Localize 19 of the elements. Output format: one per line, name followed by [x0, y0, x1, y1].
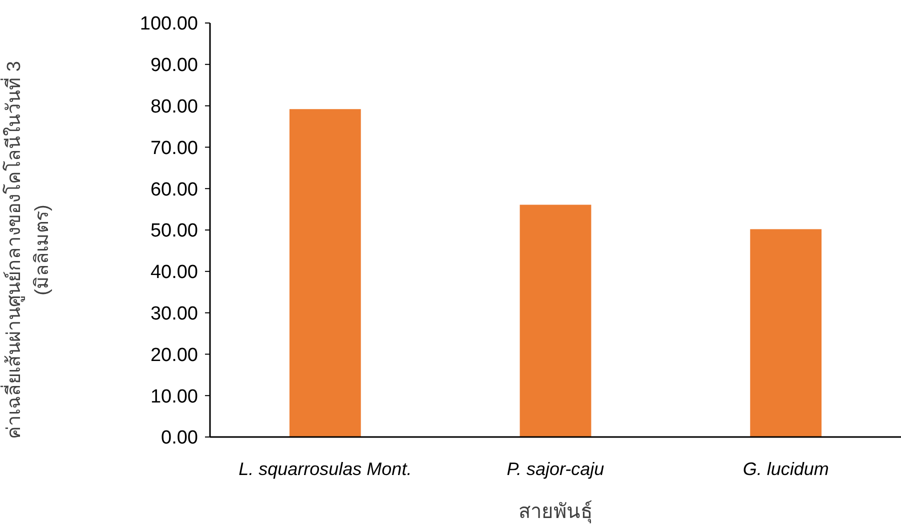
y-tick-label: 70.00 [150, 138, 198, 159]
y-tick-label: 90.00 [150, 55, 198, 76]
y-axis-title: ค่าเฉลี่ยเส้นผ่านศูนย์กลางของโคโลนีในวันที่ 3 (มิลลิเมตร) [0, 61, 53, 439]
x-axis-title: สายพันธุ์ [518, 500, 592, 524]
y-tick-label: 100.00 [140, 14, 198, 35]
y-tick-label: 40.00 [150, 262, 198, 284]
x-tick-label: L. squarrosulas Mont. [238, 459, 412, 479]
y-tick-label: 0.00 [161, 428, 198, 449]
y-tick-label: 60.00 [150, 179, 198, 200]
bar [289, 109, 361, 437]
bar [520, 204, 592, 437]
y-tick-label: 80.00 [150, 96, 198, 118]
y-tick-label: 50.00 [150, 220, 198, 242]
y-tick-label: 20.00 [150, 344, 198, 366]
x-tick-label: P. sajor-caju [506, 459, 604, 479]
y-tick-label: 10.00 [150, 386, 198, 408]
x-tick-label: G. lucidum [742, 459, 829, 479]
bar [750, 229, 822, 437]
y-tick-label: 30.00 [150, 303, 198, 324]
